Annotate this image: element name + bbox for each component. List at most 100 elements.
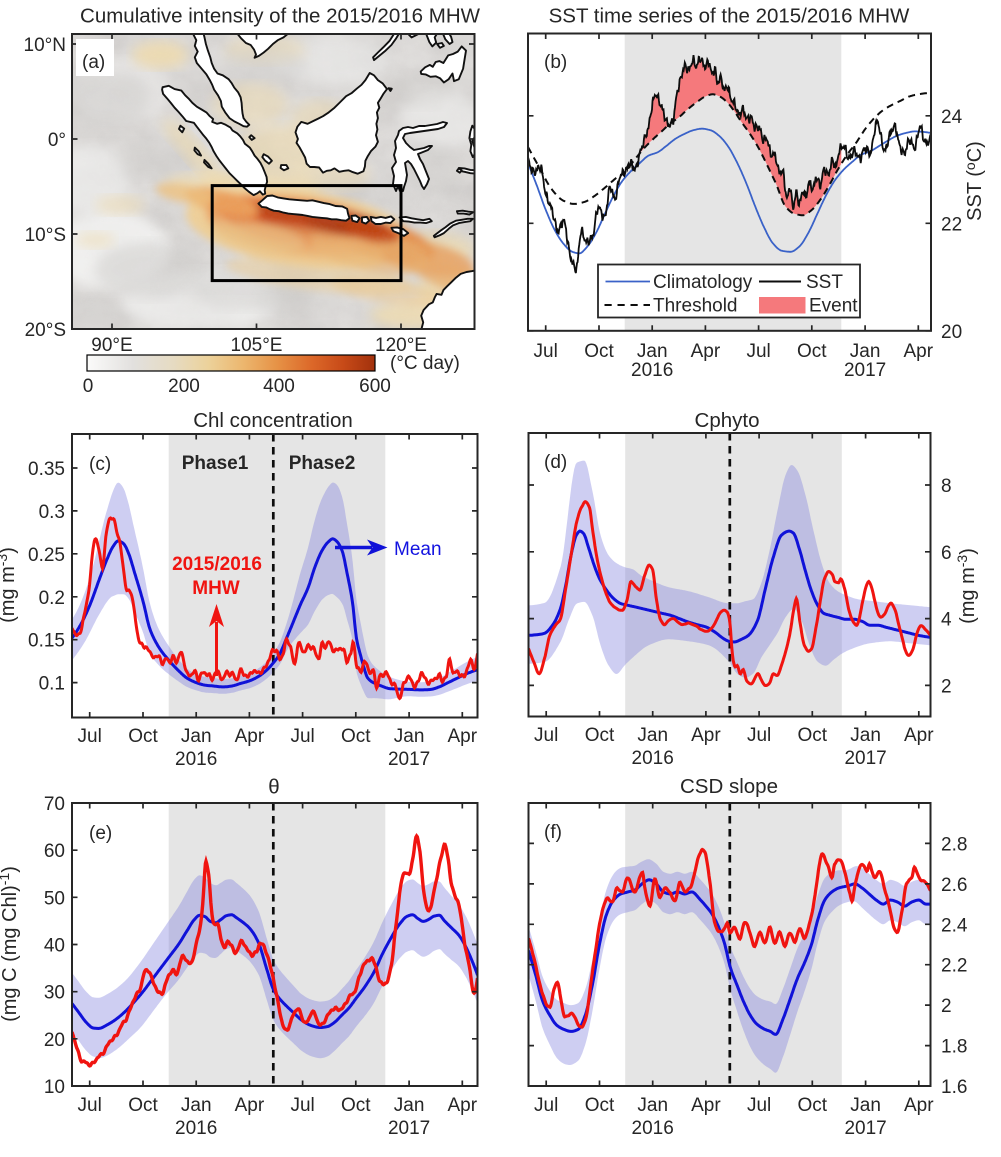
svg-text:Jul: Jul (747, 1095, 771, 1116)
svg-text:1.6: 1.6 (941, 1077, 967, 1098)
svg-text:Jan: Jan (637, 341, 668, 362)
svg-text:Apr: Apr (904, 725, 934, 746)
svg-text:Apr: Apr (691, 725, 721, 746)
svg-text:40: 40 (44, 936, 65, 957)
svg-text:Oct: Oct (128, 726, 158, 747)
svg-text:Oct: Oct (797, 341, 827, 362)
svg-text:Apr: Apr (235, 1095, 265, 1116)
svg-text:2016: 2016 (632, 1118, 674, 1139)
svg-text:Oct: Oct (584, 341, 614, 362)
svg-text:2.6: 2.6 (941, 875, 967, 896)
svg-text:(f): (f) (544, 822, 562, 843)
svg-text:70: 70 (44, 794, 65, 815)
svg-text:60: 60 (44, 841, 65, 862)
svg-text:Jan: Jan (850, 725, 881, 746)
svg-text:Cphyto: Cphyto (695, 409, 760, 432)
svg-text:2017: 2017 (844, 360, 886, 381)
svg-text:Jul: Jul (290, 1095, 314, 1116)
svg-text:Apr: Apr (691, 1095, 721, 1116)
svg-text:Apr: Apr (235, 726, 265, 747)
svg-text:90°E: 90°E (91, 335, 132, 356)
svg-text:2: 2 (941, 676, 952, 697)
svg-text:2015/2016: 2015/2016 (172, 554, 262, 575)
svg-text:0.3: 0.3 (39, 502, 65, 523)
svg-text:0.35: 0.35 (28, 459, 65, 480)
svg-text:30: 30 (44, 983, 65, 1004)
svg-text:MHW: MHW (192, 578, 240, 599)
svg-text:Oct: Oct (798, 725, 828, 746)
svg-text:105°E: 105°E (231, 335, 283, 356)
svg-text:Phase1: Phase1 (182, 453, 249, 474)
svg-text:0: 0 (83, 376, 94, 397)
svg-text:SST time series of the 2015/20: SST time series of the 2015/2016 MHW (549, 5, 910, 28)
svg-text:SST (oC): SST (oC) (962, 141, 986, 221)
svg-text:SST: SST (806, 272, 843, 293)
svg-text:Oct: Oct (585, 1095, 615, 1116)
svg-text:Jan: Jan (394, 726, 425, 747)
svg-text:2016: 2016 (632, 748, 674, 769)
svg-text:600: 600 (359, 376, 391, 397)
svg-text:CSD slope: CSD slope (680, 775, 778, 798)
svg-text:10°S: 10°S (25, 225, 66, 246)
svg-text:10°N: 10°N (24, 35, 66, 56)
svg-text:Jan: Jan (181, 1095, 212, 1116)
svg-text:(mg m-3): (mg m-3) (954, 548, 979, 624)
svg-text:120°E: 120°E (375, 335, 427, 356)
svg-text:Event: Event (809, 296, 858, 317)
svg-text:Oct: Oct (341, 1095, 371, 1116)
svg-text:Jan: Jan (637, 1095, 668, 1116)
svg-text:2.8: 2.8 (941, 834, 967, 855)
svg-text:Apr: Apr (691, 341, 721, 362)
svg-text:Jan: Jan (850, 341, 881, 362)
svg-text:400: 400 (263, 376, 295, 397)
svg-text:2016: 2016 (631, 360, 673, 381)
svg-text:50: 50 (44, 888, 65, 909)
svg-text:10: 10 (44, 1077, 65, 1098)
svg-text:Oct: Oct (128, 1095, 158, 1116)
svg-text:1.8: 1.8 (941, 1037, 967, 1058)
svg-text:Phase2: Phase2 (289, 453, 356, 474)
svg-text:(d): (d) (544, 452, 567, 473)
svg-text:Jan: Jan (637, 725, 668, 746)
svg-text:0.15: 0.15 (28, 631, 65, 652)
svg-text:2017: 2017 (844, 748, 886, 769)
svg-text:Oct: Oct (798, 1095, 828, 1116)
svg-text:200: 200 (168, 376, 200, 397)
svg-text:(c): (c) (89, 454, 111, 475)
svg-text:20: 20 (941, 322, 962, 343)
svg-text:20: 20 (44, 1030, 65, 1051)
svg-text:Jul: Jul (534, 725, 558, 746)
svg-text:2016: 2016 (175, 749, 217, 770)
svg-text:(a): (a) (82, 52, 105, 73)
svg-text:Jan: Jan (181, 726, 212, 747)
svg-text:Jul: Jul (534, 1095, 558, 1116)
svg-text:(mg m-3): (mg m-3) (0, 547, 19, 623)
svg-text:(mg C (mg Chl)-1): (mg C (mg Chl)-1) (0, 866, 21, 1022)
svg-text:Apr: Apr (904, 341, 934, 362)
svg-text:2017: 2017 (844, 1118, 886, 1139)
svg-text:4: 4 (941, 610, 952, 631)
svg-text:θ: θ (268, 776, 279, 799)
svg-text:0.25: 0.25 (28, 545, 65, 566)
svg-text:Jul: Jul (534, 341, 558, 362)
svg-text:(e): (e) (89, 823, 112, 844)
svg-text:2016: 2016 (175, 1118, 217, 1139)
svg-text:Jul: Jul (747, 725, 771, 746)
svg-text:Oct: Oct (341, 726, 371, 747)
svg-text:Jul: Jul (78, 726, 102, 747)
svg-text:Cumulative intensity of the 20: Cumulative intensity of the 2015/2016 MH… (80, 5, 481, 28)
svg-text:2017: 2017 (388, 749, 430, 770)
svg-text:Mean: Mean (394, 539, 442, 560)
svg-text:0.2: 0.2 (39, 588, 65, 609)
svg-text:Jul: Jul (78, 1095, 102, 1116)
svg-text:0°: 0° (48, 130, 66, 151)
svg-text:Threshold: Threshold (653, 296, 738, 317)
svg-text:Apr: Apr (448, 1095, 478, 1116)
svg-text:2: 2 (941, 996, 952, 1017)
svg-text:(b): (b) (544, 52, 567, 73)
svg-text:2.4: 2.4 (941, 915, 968, 936)
svg-text:Jul: Jul (746, 341, 770, 362)
svg-text:0.1: 0.1 (39, 674, 65, 695)
svg-text:Oct: Oct (585, 725, 615, 746)
svg-text:Jul: Jul (290, 726, 314, 747)
